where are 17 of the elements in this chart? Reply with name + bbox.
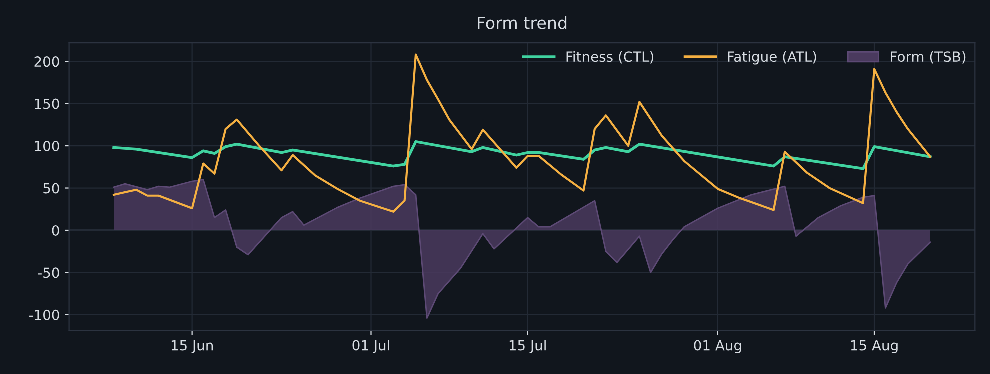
chart-title: Form trend <box>478 16 567 30</box>
x-tick-label: 15 Jun <box>172 340 214 354</box>
x-tick-label: 15 Jul <box>510 340 546 354</box>
y-tick-label: -50 <box>38 268 60 278</box>
y-tick-label: 150 <box>35 98 60 110</box>
x-tick-label: 15 Aug <box>851 340 898 354</box>
y-tick-label: 200 <box>34 56 60 68</box>
y-tick-label: -100 <box>29 310 60 320</box>
legend-label: Form (TSB) <box>891 51 966 64</box>
x-tick-label: 01 Jul <box>352 340 390 354</box>
line-series <box>112 140 932 170</box>
x-tick-label: 01 Aug <box>694 340 742 354</box>
legend-label: Fatigue (ATL) <box>728 51 816 65</box>
legend-label: Fitness (CTL) <box>566 51 654 64</box>
y-tick-label: 0 <box>52 225 60 236</box>
y-tick-label: 100 <box>35 141 60 152</box>
y-tick-label: 50 <box>44 183 60 194</box>
